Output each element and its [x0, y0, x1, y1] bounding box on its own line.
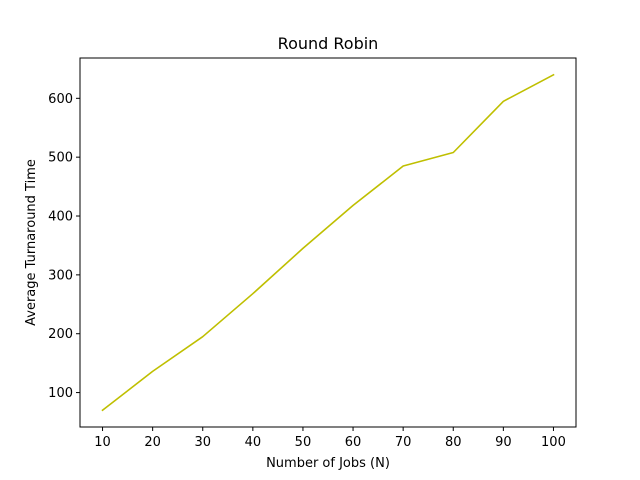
- y-tick-label: 300: [48, 268, 73, 283]
- x-tick-label: 10: [94, 435, 111, 450]
- y-tick-label: 100: [48, 386, 73, 401]
- y-axis-label: Average Turnaround Time: [24, 159, 39, 326]
- x-tick-label: 80: [445, 435, 462, 450]
- x-tick-label: 20: [144, 435, 161, 450]
- x-tick-label: 90: [495, 435, 512, 450]
- x-tick-label: 100: [541, 435, 566, 450]
- y-tick-label: 500: [48, 151, 73, 166]
- axis-ticks: 10 20 30 40 50 60 70 80 90 100 100 200 300 400 500 600: [48, 92, 566, 450]
- plot-frame: [79, 57, 577, 428]
- x-tick-label: 60: [345, 435, 362, 450]
- chart-title: Round Robin: [278, 34, 379, 53]
- x-tick-label: 70: [395, 435, 412, 450]
- x-tick-label: 30: [194, 435, 211, 450]
- x-axis-label: Number of Jobs (N): [266, 456, 390, 471]
- series-line: [101, 73, 555, 412]
- x-tick-label: 50: [295, 435, 312, 450]
- series-group: [101, 73, 555, 412]
- y-tick-label: 600: [48, 92, 73, 107]
- x-tick-label: 40: [245, 435, 262, 450]
- y-tick-label: 200: [48, 327, 73, 342]
- y-tick-label: 400: [48, 210, 73, 225]
